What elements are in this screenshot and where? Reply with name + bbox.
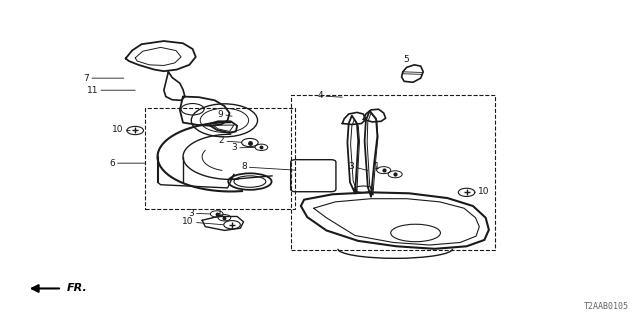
- Text: 3: 3: [349, 162, 368, 171]
- Text: 1: 1: [217, 209, 223, 218]
- Text: T2AAB0105: T2AAB0105: [584, 302, 629, 311]
- Text: 10: 10: [474, 187, 490, 196]
- Text: 5: 5: [403, 55, 409, 64]
- Text: FR.: FR.: [67, 284, 87, 293]
- Text: 10: 10: [112, 125, 130, 134]
- Text: 4: 4: [317, 92, 342, 100]
- Text: 10: 10: [182, 217, 223, 226]
- Text: 8: 8: [241, 163, 296, 172]
- Text: 7: 7: [84, 74, 124, 83]
- Text: 1: 1: [374, 162, 380, 171]
- Text: 6: 6: [109, 159, 145, 168]
- Text: 3: 3: [232, 143, 255, 152]
- Text: 3: 3: [188, 209, 211, 218]
- Text: 11: 11: [87, 86, 135, 95]
- Text: 9: 9: [218, 109, 232, 118]
- Text: 2: 2: [219, 136, 241, 146]
